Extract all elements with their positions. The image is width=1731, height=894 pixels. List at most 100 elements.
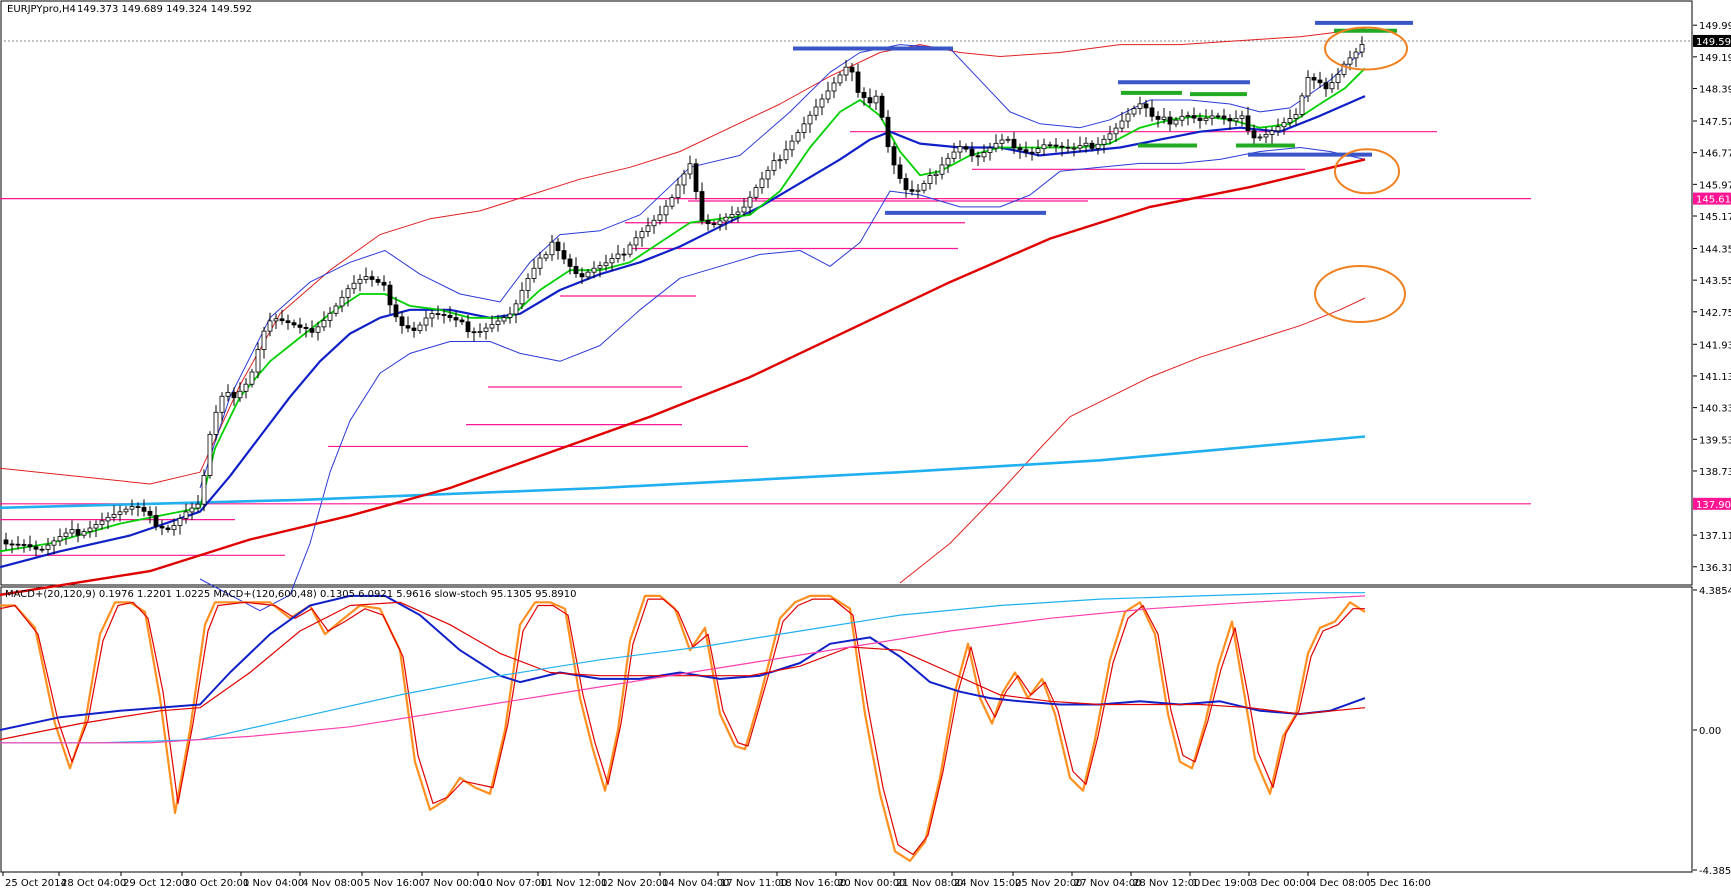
candle-body bbox=[1065, 146, 1071, 149]
candle-body bbox=[339, 296, 345, 307]
candle-body bbox=[801, 123, 807, 133]
candle-body bbox=[1113, 127, 1119, 135]
annotation-circle[interactable] bbox=[1314, 265, 1406, 323]
candle-body bbox=[1191, 115, 1197, 119]
candle-body bbox=[69, 529, 75, 534]
candle-body bbox=[777, 159, 783, 162]
time-tick-label: 7 Nov 00:00 bbox=[424, 878, 485, 889]
price-tick-label: 139.530 bbox=[1699, 435, 1731, 446]
candle-body bbox=[675, 184, 681, 198]
candle-body bbox=[345, 288, 351, 298]
candle-body bbox=[891, 146, 897, 166]
candle-body bbox=[951, 151, 957, 159]
candle-body bbox=[1323, 82, 1329, 90]
candle-body bbox=[573, 265, 579, 274]
candle-body bbox=[45, 544, 51, 550]
candle-body bbox=[1119, 120, 1125, 129]
candle-body bbox=[699, 191, 705, 221]
candle-body bbox=[369, 276, 375, 280]
price-tick-label: 142.750 bbox=[1699, 308, 1731, 319]
candle-body bbox=[999, 139, 1005, 144]
candle-body bbox=[729, 214, 735, 218]
candle-body bbox=[1059, 145, 1065, 148]
candle-body bbox=[549, 241, 555, 256]
candle-body bbox=[1053, 144, 1059, 147]
candle-body bbox=[735, 211, 741, 215]
candle-body bbox=[1161, 116, 1167, 120]
candle-body bbox=[1149, 107, 1155, 117]
candle-body bbox=[1173, 119, 1179, 125]
candle-body bbox=[351, 282, 357, 290]
candle-body bbox=[1215, 115, 1221, 118]
candle-body bbox=[1041, 144, 1047, 150]
time-tick-label: 30 Oct 20:00 bbox=[184, 878, 249, 889]
indicator-readout: MACD+(20,120,9) 0.1976 1.2201 1.0225 MAC… bbox=[5, 589, 577, 600]
candle-body bbox=[1299, 95, 1305, 115]
candle-body bbox=[1245, 115, 1251, 132]
candle-body bbox=[207, 433, 213, 476]
candle-body bbox=[39, 548, 45, 551]
candle-body bbox=[741, 206, 747, 213]
candle-body bbox=[375, 279, 381, 283]
time-tick-label: 29 Oct 12:00 bbox=[123, 878, 188, 889]
envelope-lower-line bbox=[899, 297, 1366, 584]
candle-body bbox=[309, 328, 315, 333]
candle-body bbox=[807, 114, 813, 125]
candle-body bbox=[81, 531, 87, 536]
candle-body bbox=[1095, 143, 1101, 149]
candle-body bbox=[1005, 138, 1011, 141]
candle-body bbox=[147, 510, 153, 516]
candle-body bbox=[531, 267, 537, 279]
candle-body bbox=[507, 313, 513, 318]
candle-body bbox=[1275, 126, 1281, 132]
candle-body bbox=[1335, 73, 1341, 83]
candle-body bbox=[423, 317, 429, 326]
candle-body bbox=[183, 511, 189, 519]
annotation-circle[interactable] bbox=[1324, 26, 1408, 71]
candle-body bbox=[1227, 118, 1233, 122]
candle-body bbox=[975, 155, 981, 158]
candle-body bbox=[387, 284, 393, 306]
candle-body bbox=[1359, 44, 1365, 53]
candle-body bbox=[111, 514, 117, 518]
candle-body bbox=[3, 539, 9, 545]
candle-body bbox=[921, 183, 927, 191]
candle-body bbox=[411, 327, 417, 331]
candle-body bbox=[1143, 103, 1149, 109]
level-price-tag bbox=[1693, 192, 1731, 205]
candle-body bbox=[765, 169, 771, 180]
price-tick-label: 146.770 bbox=[1699, 149, 1731, 160]
candle-body bbox=[1329, 82, 1335, 90]
bb-upper-line bbox=[199, 44, 1366, 489]
candle-body bbox=[165, 527, 171, 531]
time-tick-label: 28 Nov 12:00 bbox=[1133, 878, 1200, 889]
candle-body bbox=[933, 173, 939, 176]
candle-body bbox=[873, 95, 879, 104]
level-price-tag bbox=[1693, 497, 1731, 510]
candle-body bbox=[447, 314, 453, 318]
annotation-circle[interactable] bbox=[1334, 148, 1400, 195]
symbol-label: EURJPYpro,H4 bbox=[7, 4, 76, 15]
cyan-ma-line bbox=[0, 435, 1366, 510]
candle-body bbox=[1233, 117, 1239, 122]
candle-body bbox=[495, 320, 501, 325]
price-tick-label: 138.730 bbox=[1699, 467, 1731, 478]
candle-body bbox=[33, 546, 39, 550]
candle-body bbox=[825, 90, 831, 100]
candle-body bbox=[789, 140, 795, 151]
candle-body bbox=[15, 543, 21, 546]
candle-body bbox=[555, 241, 561, 251]
price-tick-label: 149.990 bbox=[1699, 21, 1731, 32]
candle-body bbox=[519, 289, 525, 305]
macd-slow-main-line bbox=[0, 592, 1365, 744]
candle-body bbox=[795, 132, 801, 142]
time-tick-label: 4 Nov 08:00 bbox=[302, 878, 363, 889]
candle-body bbox=[201, 475, 207, 505]
level-price-label: 137.900 bbox=[1696, 500, 1731, 511]
candle-body bbox=[1179, 115, 1185, 121]
blue-ma-line bbox=[0, 95, 1366, 569]
time-tick-label: 24 Nov 15:00 bbox=[954, 878, 1021, 889]
